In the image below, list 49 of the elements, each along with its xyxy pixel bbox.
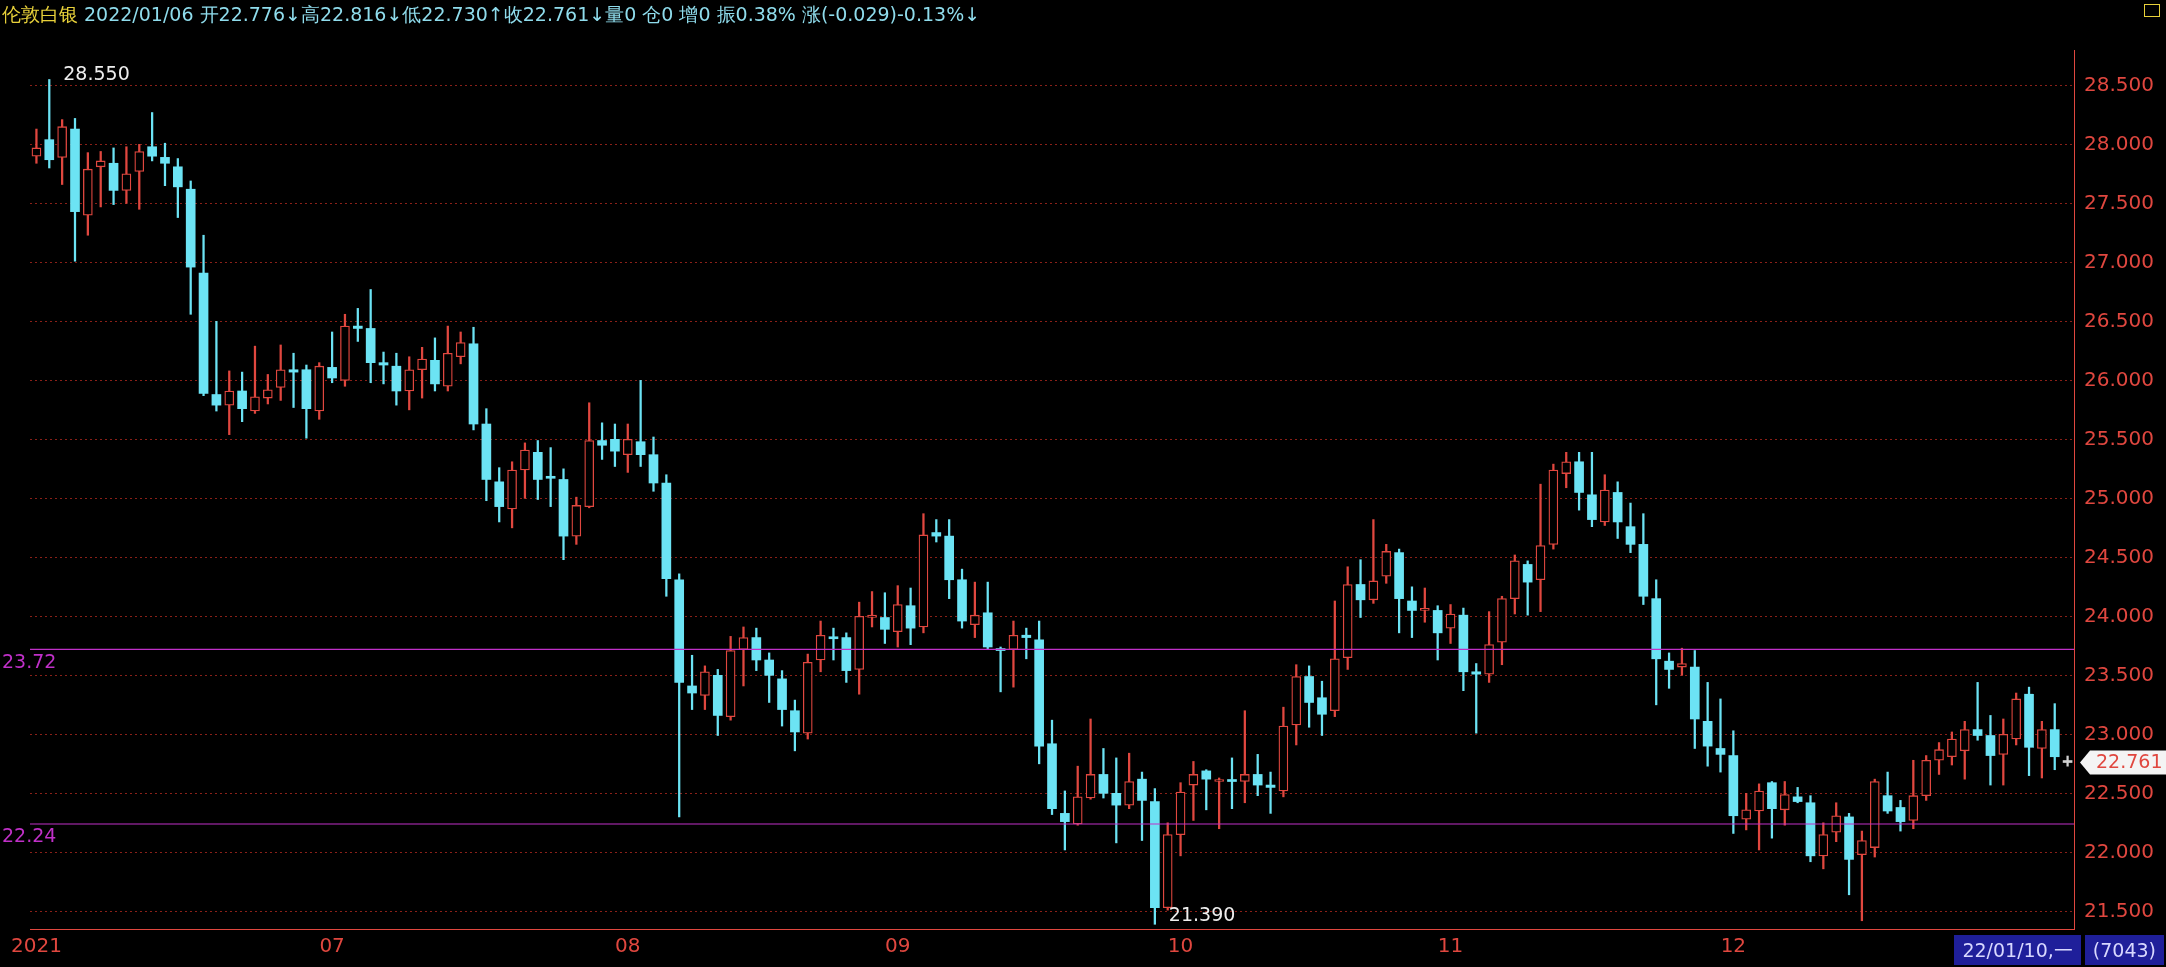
x-tick-label: 2021 (10, 933, 62, 958)
y-tick-label: 26.500 (2084, 307, 2154, 332)
candlestick (211, 321, 222, 412)
chart-subtitle: 2022/01/06 开22.776↓高22.816↓低22.730↑收22.761↓量0 仓0 增0 振0.38% 涨(-0.029)-0.13%↓ (84, 3, 981, 25)
x-tick-label: 11 (1437, 933, 1464, 958)
candlestick (1265, 771, 1276, 814)
y-tick-label: 23.000 (2084, 720, 2154, 745)
y-tick-label: 28.500 (2084, 71, 2154, 96)
annotation: 21.390 (1168, 903, 1236, 926)
annotation: 28.550 (63, 62, 130, 85)
chart-title: 伦敦白银 (2, 3, 78, 25)
y-tick-label: 21.500 (2084, 897, 2154, 922)
ref-line-label: 23.72 (2, 649, 57, 672)
candlestick (1535, 483, 1546, 612)
candlestick (31, 128, 42, 164)
candlestick (738, 626, 749, 687)
text: 22.761 (2096, 750, 2163, 773)
candlestick (2062, 755, 2073, 767)
candlestick (1715, 698, 1726, 773)
x-tick-label: 08 (615, 933, 641, 958)
x-tick-label: 07 (319, 933, 345, 958)
candlestick (378, 351, 389, 385)
candlestick (828, 627, 839, 661)
y-tick-label: 23.500 (2084, 661, 2154, 686)
text: 22/01/10,一 (1954, 935, 2081, 965)
x-tick-label: 10 (1167, 933, 1194, 958)
y-tick-label: 24.500 (2084, 543, 2154, 568)
y-tick-label: 28.000 (2084, 130, 2154, 155)
candlestick (1188, 761, 1199, 821)
candlestick (1085, 718, 1096, 800)
candlestick (121, 146, 132, 204)
y-tick-label: 25.500 (2084, 425, 2154, 450)
y-tick-label: 22.500 (2084, 779, 2154, 804)
text: (7043) (2084, 935, 2164, 965)
candlestick (1368, 519, 1379, 604)
y-tick-label: 27.500 (2084, 189, 2154, 214)
candlestick (1985, 715, 1996, 786)
candlestick (1008, 620, 1019, 688)
x-tick-label: 12 (1720, 933, 1747, 958)
y-tick-label: 26.000 (2084, 366, 2154, 391)
candlestick (1355, 559, 1366, 618)
ref-line-label: 22.24 (2, 824, 57, 847)
y-tick-label: 25.000 (2084, 484, 2154, 509)
x-tick-label: 09 (885, 933, 911, 958)
candlestick (1972, 682, 1983, 741)
candlestick (288, 352, 299, 408)
y-tick-label: 27.000 (2084, 248, 2154, 273)
y-tick-label: 22.000 (2084, 838, 2154, 863)
y-tick-label: 24.000 (2084, 602, 2154, 627)
